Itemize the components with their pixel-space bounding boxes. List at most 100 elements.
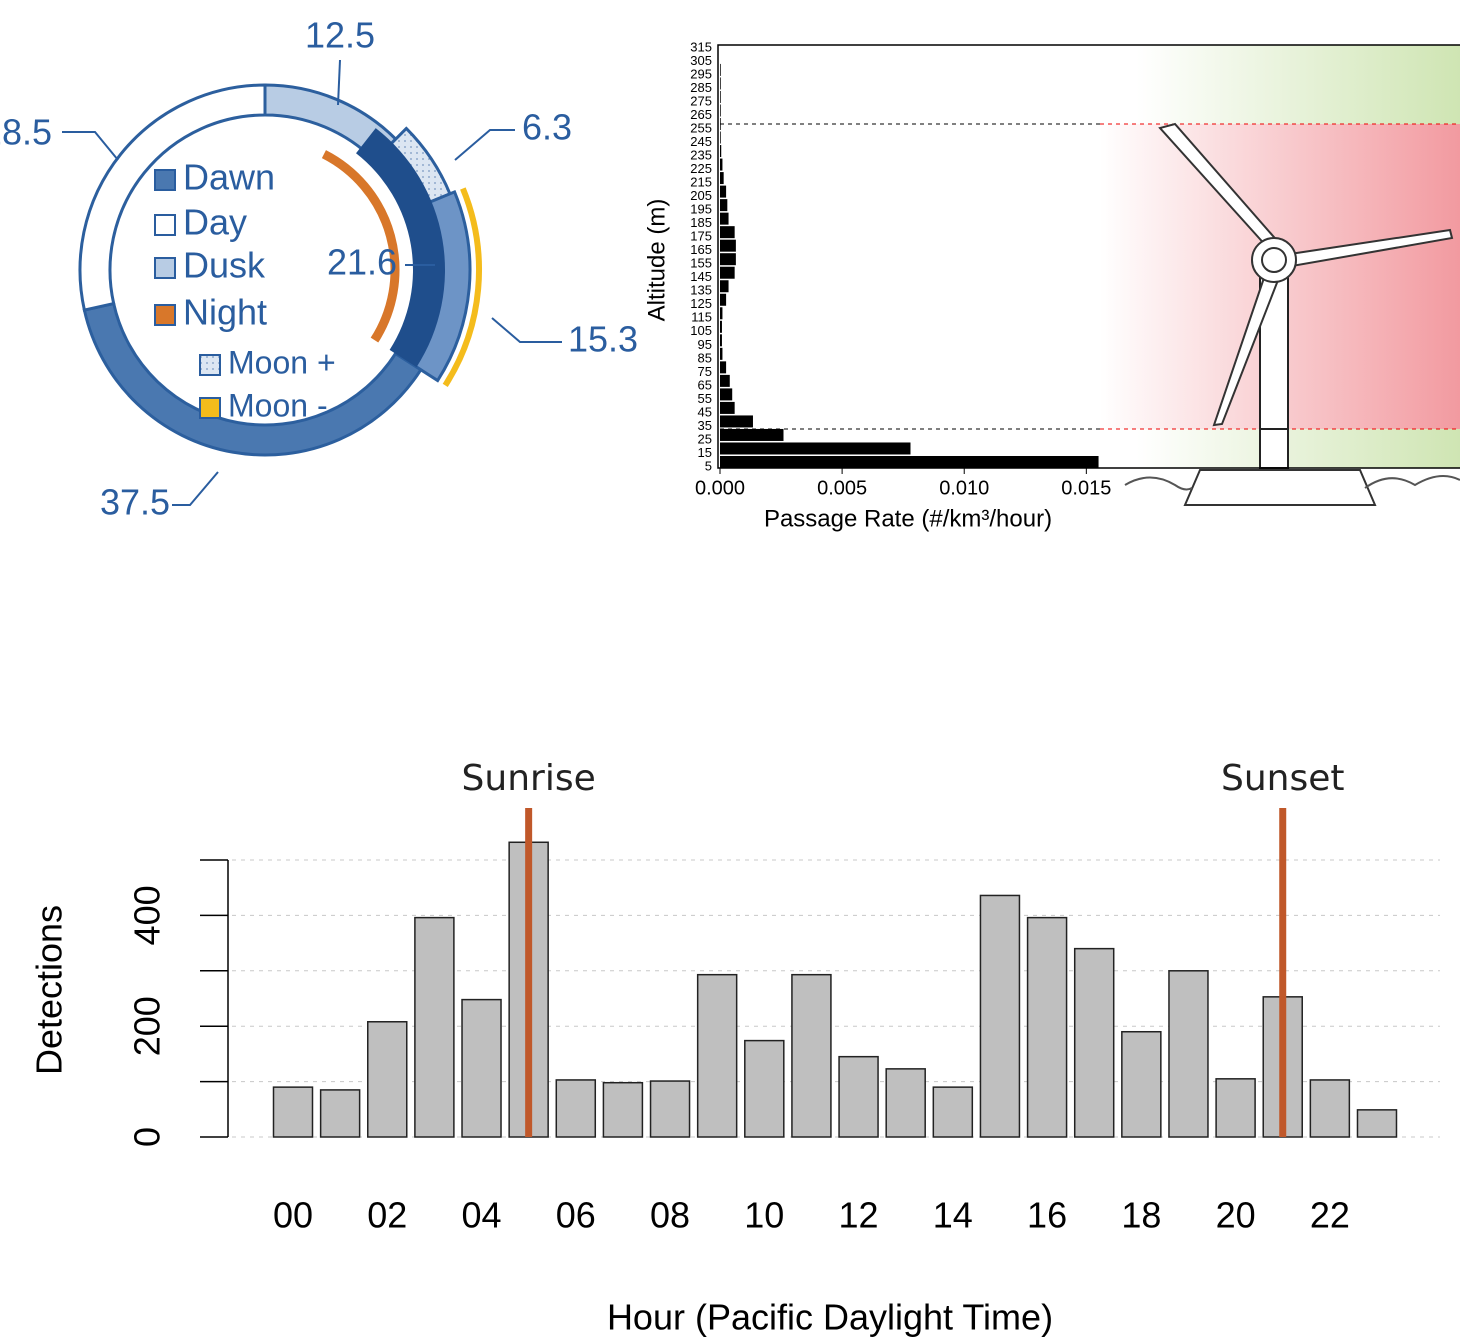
bar: [720, 374, 730, 387]
bar: [1309, 1079, 1351, 1138]
y-axis-title: Detections: [29, 905, 70, 1075]
y-tick-label: 65: [698, 377, 712, 392]
y-tick-label: 265: [690, 107, 712, 122]
bar: [720, 307, 723, 320]
y-tick-label: 105: [690, 323, 712, 338]
y-tick-label: 155: [690, 256, 712, 271]
bar: [319, 1089, 361, 1138]
x-tick-label: 0.010: [939, 477, 989, 499]
bar: [1073, 947, 1115, 1138]
legend-label: Night: [183, 292, 267, 333]
x-tick-label: 14: [933, 1195, 973, 1236]
x-tick-label: 00: [273, 1195, 313, 1236]
x-tick-label: 08: [650, 1195, 690, 1236]
x-tick-label: 0.000: [695, 477, 745, 499]
bar: [1356, 1109, 1398, 1138]
bar: [720, 334, 722, 347]
bar: [720, 320, 722, 333]
y-tick-label: 95: [698, 337, 712, 352]
y-axis-title: Altitude (m): [643, 199, 670, 322]
y-tick-label: 275: [690, 93, 712, 108]
y-tick-label: 35: [698, 418, 712, 433]
legend-swatch: [154, 169, 176, 191]
moon-minus-arc: [442, 187, 482, 388]
legend-label: Moon +: [228, 344, 336, 380]
bar: [791, 973, 832, 1138]
y-tick-label: 15: [698, 445, 712, 460]
legend-swatch: [154, 304, 176, 326]
bar: [272, 1086, 314, 1138]
value-label: 21.6: [327, 242, 397, 283]
donut-segment: [78, 83, 267, 312]
bar: [720, 253, 736, 266]
y-tick-label: 55: [698, 391, 712, 406]
y-tick-label: 285: [690, 80, 712, 95]
x-tick-label: 10: [744, 1195, 784, 1236]
x-tick-label: 22: [1310, 1195, 1350, 1236]
bar: [1121, 1030, 1162, 1138]
bar: [720, 293, 727, 306]
annotation-label: Sunset: [1221, 758, 1345, 799]
y-tick-label: 185: [690, 215, 712, 230]
bar: [720, 90, 721, 103]
bar: [838, 1055, 879, 1138]
x-axis-title: Passage Rate (#/km³/hour): [764, 505, 1052, 532]
x-tick-label: 0.005: [817, 477, 867, 499]
legend-swatch: [154, 214, 176, 236]
bar: [720, 212, 729, 225]
x-tick-label: 16: [1027, 1195, 1067, 1236]
x-tick-label: 04: [461, 1195, 501, 1236]
leader-line: [337, 59, 341, 106]
y-tick-label: 0: [127, 1127, 168, 1147]
x-tick-label: 0.015: [1061, 477, 1111, 499]
bar: [720, 131, 721, 144]
value-label: 6.3: [522, 107, 572, 148]
y-tick-label: 135: [690, 283, 712, 298]
bar: [885, 1068, 926, 1138]
x-tick-label: 12: [839, 1195, 879, 1236]
bar: [1026, 916, 1068, 1138]
leader-line: [172, 471, 219, 506]
bar: [720, 145, 722, 158]
night-arc: [321, 150, 400, 343]
bar: [720, 199, 728, 212]
y-tick-label: 295: [690, 66, 712, 81]
y-tick-label: 200: [127, 996, 168, 1056]
y-tick-label: 305: [690, 53, 712, 68]
bar: [744, 1039, 785, 1138]
y-tick-label: 225: [690, 161, 712, 176]
bar: [720, 361, 727, 374]
y-tick-label: 315: [690, 39, 712, 54]
bar: [720, 428, 784, 441]
bar: [720, 239, 736, 252]
bar: [720, 63, 721, 76]
bar: [720, 266, 735, 279]
legend-label: Dawn: [183, 157, 275, 198]
y-tick-label: 215: [690, 175, 712, 190]
night-band: [356, 128, 446, 368]
bar: [720, 118, 721, 130]
leader-line: [62, 131, 119, 161]
bar: [720, 226, 735, 239]
legend-swatch: [154, 257, 176, 279]
bar: [720, 158, 723, 171]
legend-label: Moon -: [228, 387, 328, 423]
y-tick-label: 75: [698, 364, 712, 379]
bar: [1168, 970, 1209, 1138]
bar: [1215, 1078, 1256, 1138]
y-tick-label: 115: [691, 310, 712, 325]
y-tick-label: 85: [698, 350, 712, 365]
y-tick-label: 195: [690, 202, 712, 217]
bar: [720, 104, 721, 117]
bar: [720, 442, 911, 455]
bar: [696, 973, 738, 1138]
bar: [720, 388, 733, 401]
y-tick-label: 165: [690, 242, 712, 257]
bar: [414, 916, 455, 1138]
y-tick-label: 5: [705, 458, 712, 473]
value-label: 37.5: [100, 482, 170, 523]
x-tick-label: 02: [367, 1195, 407, 1236]
y-tick-label: 400: [127, 885, 168, 945]
bar: [602, 1081, 644, 1138]
